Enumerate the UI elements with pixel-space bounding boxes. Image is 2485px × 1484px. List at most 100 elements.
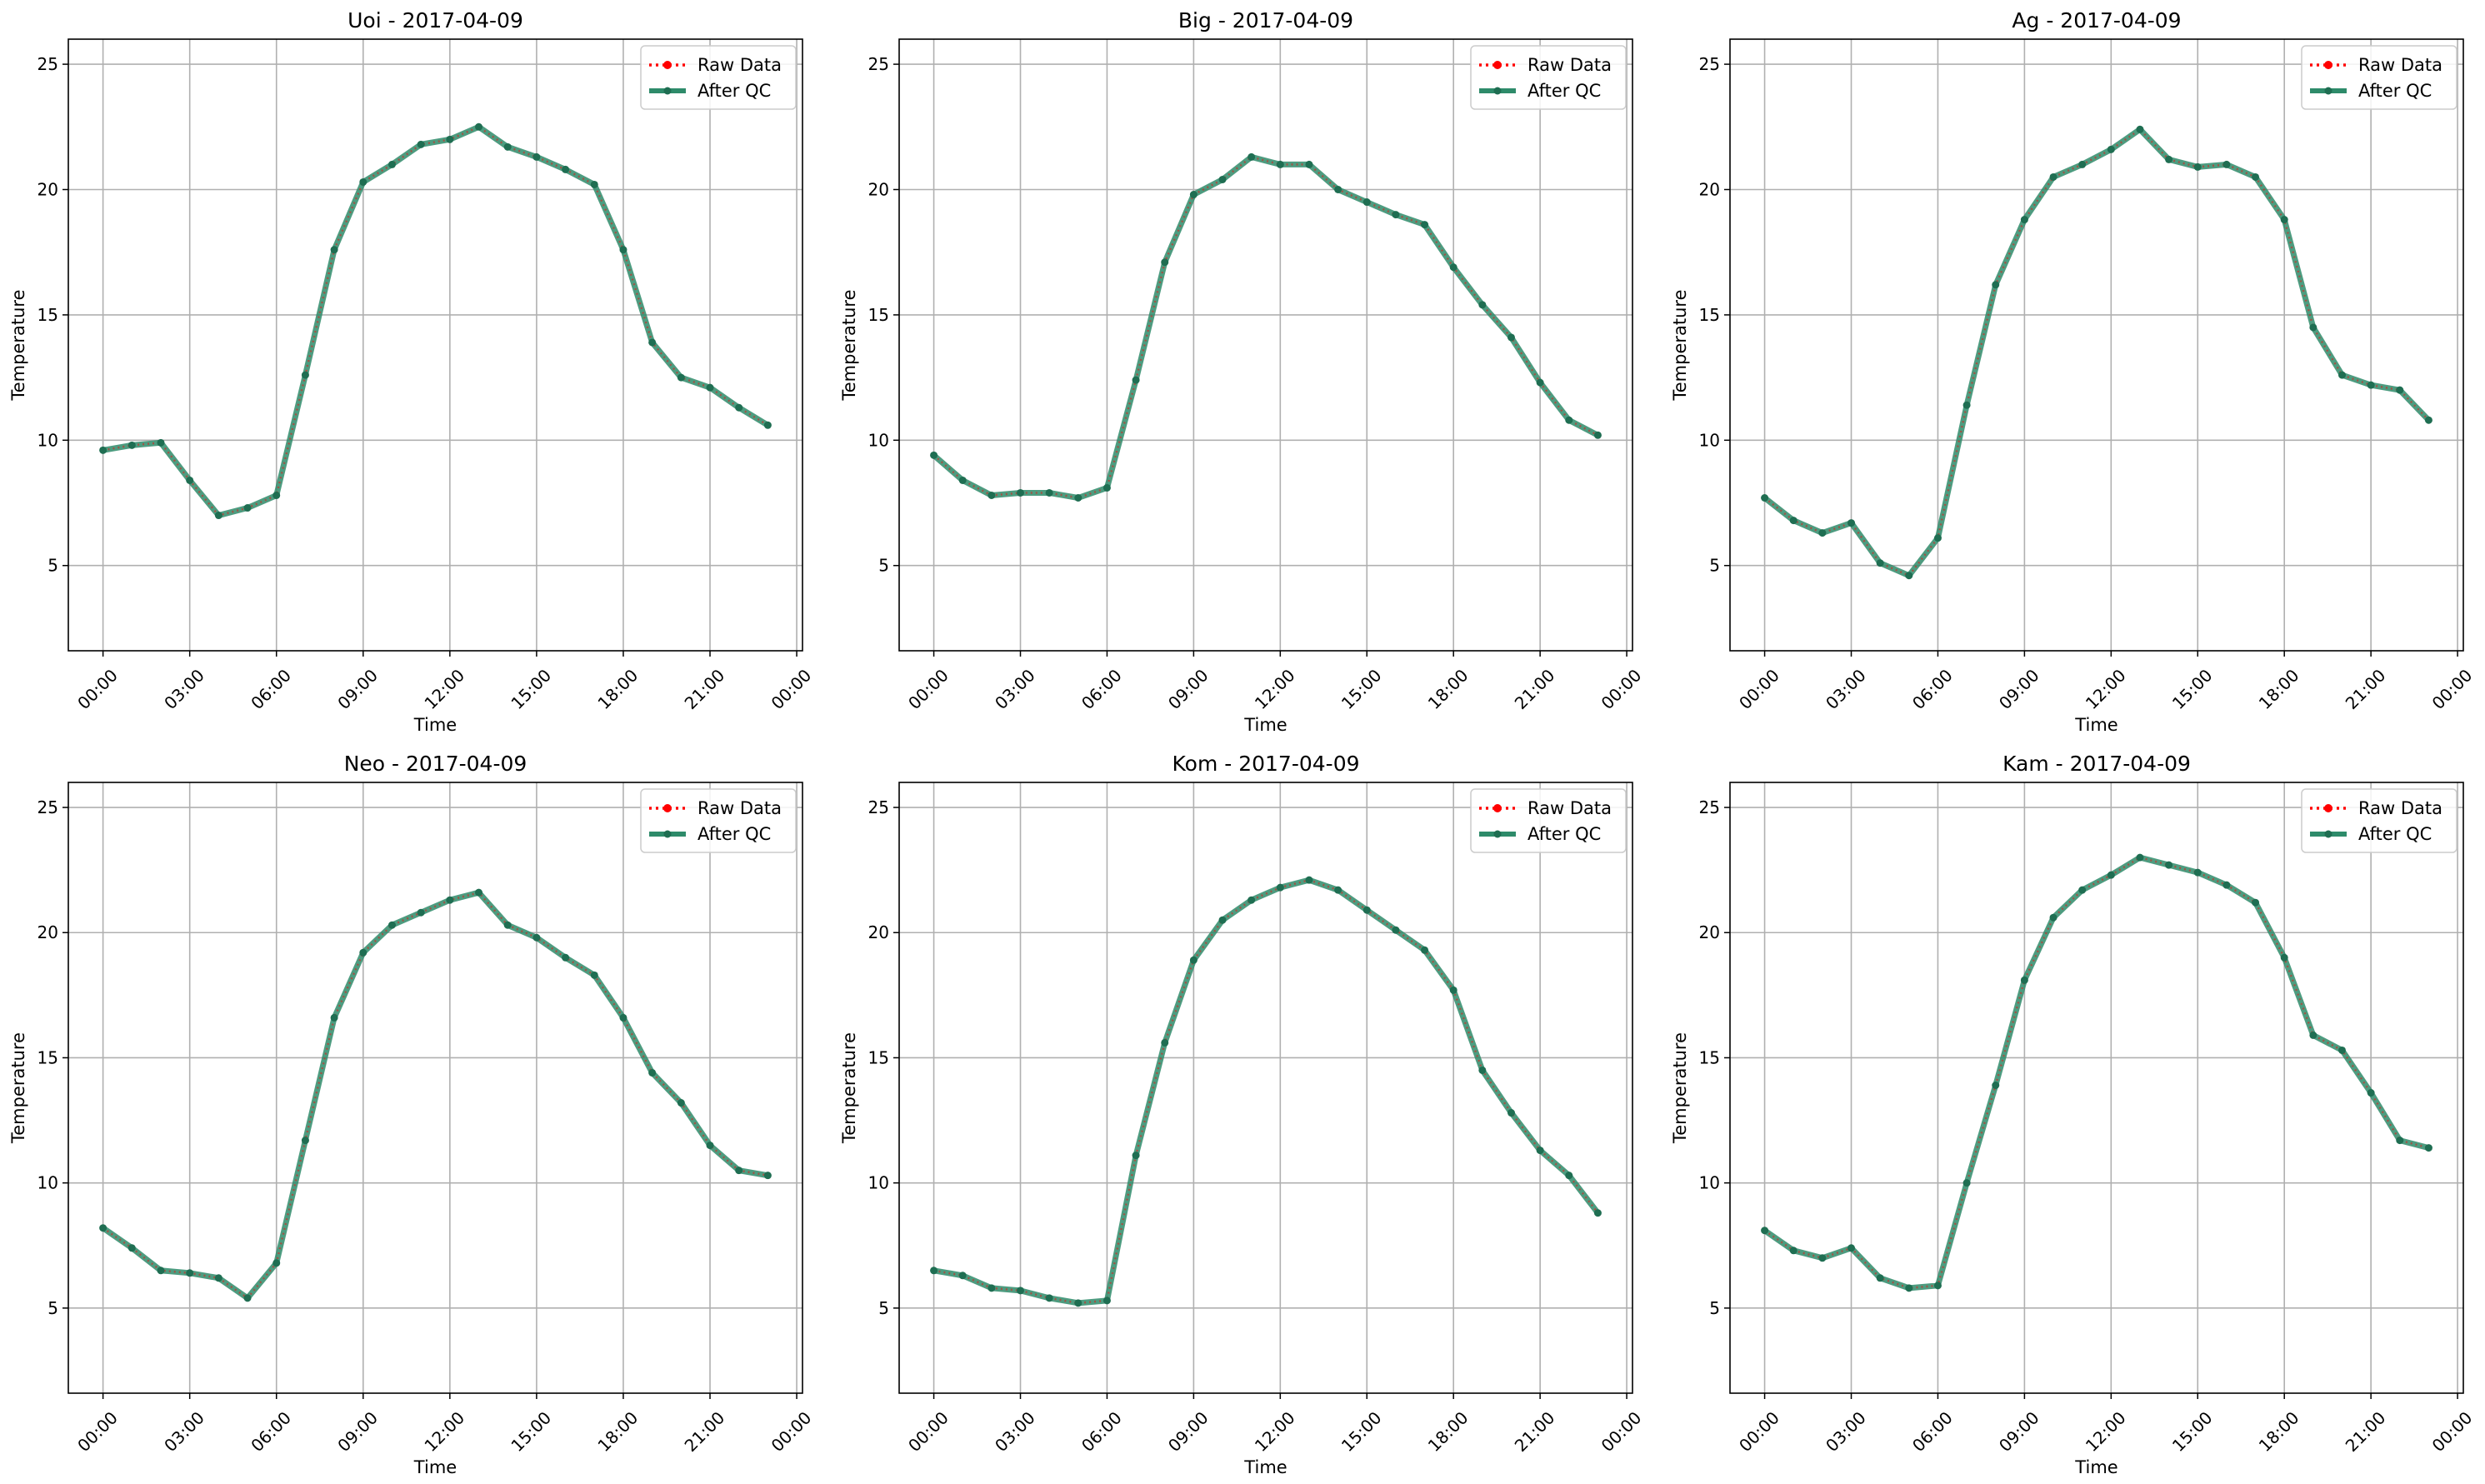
data-point	[99, 446, 108, 454]
legend-raw-marker	[663, 61, 672, 69]
x-tick-label: 00:00	[1735, 665, 1783, 713]
data-point	[1507, 1109, 1515, 1117]
data-point	[1218, 175, 1227, 183]
data-point	[1045, 488, 1053, 497]
data-point	[1276, 160, 1284, 168]
legend-raw-marker	[1493, 61, 1502, 69]
data-point	[359, 948, 368, 957]
data-point	[417, 908, 425, 917]
data-point	[1362, 906, 1371, 914]
data-point	[2107, 145, 2115, 153]
data-point	[930, 1267, 938, 1275]
data-point	[214, 1274, 222, 1282]
y-tick-label: 20	[1699, 922, 1720, 942]
y-tick-label: 20	[38, 179, 58, 199]
chart-title: Kom - 2017-04-09	[1172, 752, 1360, 776]
data-point	[1102, 483, 1111, 492]
data-point	[1421, 946, 1429, 954]
data-point	[562, 165, 570, 173]
legend-qc-marker	[663, 830, 672, 838]
y-tick-label: 5	[48, 1298, 58, 1318]
data-point	[930, 451, 938, 459]
x-tick-label: 15:00	[507, 665, 555, 713]
data-point	[1593, 431, 1602, 439]
x-axis-label: Time	[413, 715, 457, 735]
data-point	[1761, 494, 1769, 502]
data-point	[706, 383, 714, 392]
data-point	[388, 921, 396, 929]
data-point	[1933, 534, 1942, 542]
series-line-raw-data	[932, 156, 1599, 499]
axes-frame	[68, 38, 803, 652]
data-point	[2309, 323, 2318, 332]
data-point	[503, 921, 512, 929]
data-point	[2049, 172, 2058, 181]
data-point	[2309, 1031, 2318, 1039]
x-tick-label: 21:00	[2342, 665, 2390, 713]
legend-qc-label: After QC	[698, 824, 771, 844]
y-axis-label: Temperature	[1670, 1032, 1690, 1144]
x-tick-label: 00:00	[73, 665, 122, 713]
x-tick-label: 12:00	[1251, 665, 1299, 713]
data-point	[1334, 886, 1342, 894]
x-tick-label: 12:00	[420, 665, 468, 713]
data-point	[988, 491, 996, 499]
data-point	[186, 1269, 194, 1277]
legend-qc-marker	[1493, 830, 1502, 838]
data-point	[1248, 896, 1256, 904]
data-point	[2367, 1089, 2375, 1097]
x-tick-label: 00:00	[73, 1407, 122, 1456]
x-axis-label: Time	[2074, 715, 2118, 735]
x-tick-label: 21:00	[681, 665, 729, 713]
legend: Raw Data After QC	[640, 788, 797, 853]
x-tick-label: 09:00	[1164, 665, 1212, 713]
data-point	[1362, 198, 1371, 207]
data-point	[1565, 416, 1573, 424]
x-tick-label: 06:00	[1908, 665, 1957, 713]
x-axis-label: Time	[1243, 1457, 1287, 1477]
data-point	[677, 1099, 685, 1107]
y-tick-label: 5	[48, 556, 58, 576]
legend-qc-label: After QC	[1528, 81, 1601, 101]
data-point	[1132, 1152, 1140, 1160]
x-tick-label: 00:00	[1598, 665, 1646, 713]
data-point	[1848, 519, 1856, 527]
data-point	[2020, 216, 2028, 224]
x-tick-label: 15:00	[1338, 1407, 1386, 1456]
y-axis-label: Temperature	[1670, 289, 1690, 401]
chart-title: Ag - 2017-04-09	[2012, 8, 2181, 32]
data-point	[2136, 853, 2144, 862]
legend-raw-label: Raw Data	[2358, 55, 2442, 75]
data-point	[1876, 1274, 1884, 1282]
data-point	[1218, 916, 1227, 924]
data-point	[735, 403, 743, 412]
data-point	[763, 421, 772, 429]
y-tick-label: 25	[38, 54, 58, 74]
data-point	[2252, 898, 2260, 907]
data-point	[1305, 876, 1313, 884]
data-point	[330, 1013, 338, 1022]
data-point	[590, 180, 598, 188]
data-point	[1392, 926, 1400, 934]
x-tick-label: 00:00	[2428, 1407, 2477, 1456]
data-point	[2367, 381, 2375, 389]
data-point	[1876, 559, 1884, 567]
y-tick-label: 15	[38, 305, 58, 325]
series-line-raw-data	[102, 125, 769, 517]
axes-frame	[898, 38, 1633, 652]
chart-panel: 00:00 03:00 06:00 09:00 12:00 15:00 18:00 21:00…	[839, 752, 1645, 1477]
data-point	[1905, 572, 1913, 580]
x-tick-label: 06:00	[1908, 1407, 1957, 1456]
data-point	[128, 441, 136, 449]
series-line-raw-data	[102, 891, 768, 1300]
data-point	[1132, 376, 1140, 384]
x-axis-label: Time	[1243, 715, 1287, 735]
chart-panel: 00:00 03:00 06:00 09:00 12:00 15:00 18:00 21:00…	[8, 8, 815, 735]
data-point	[2165, 155, 2173, 163]
y-tick-label: 20	[38, 922, 58, 942]
x-tick-label: 03:00	[1822, 665, 1870, 713]
data-point	[2193, 162, 2202, 171]
chart-panel: 00:00 03:00 06:00 09:00 12:00 15:00 18:00 21:00…	[1670, 752, 2476, 1477]
data-point	[2136, 125, 2144, 133]
x-tick-label: 03:00	[991, 1407, 1039, 1456]
